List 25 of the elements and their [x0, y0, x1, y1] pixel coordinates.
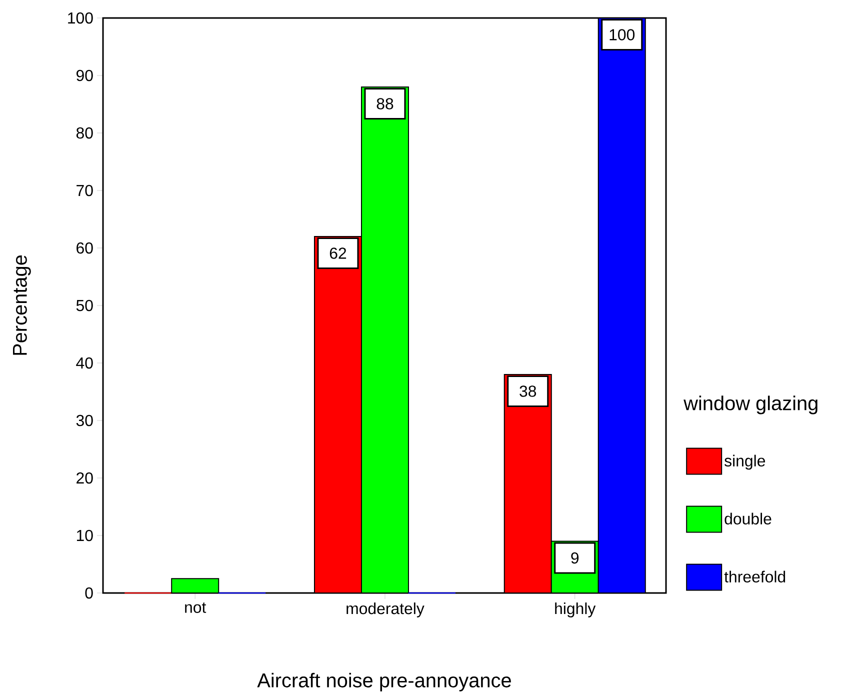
y-tick-label: 40 — [76, 357, 93, 369]
x-axis-title: Aircraft noise pre-annoyance — [257, 672, 511, 692]
y-tick-label: 100 — [68, 12, 93, 24]
legend-label: single — [724, 454, 766, 470]
legend-title: window glazing — [684, 396, 818, 414]
x-tick-label: not — [185, 602, 206, 613]
y-axis-title: Percentage — [13, 255, 31, 355]
y-tick-label: 0 — [85, 587, 93, 599]
x-tick-label: moderately — [346, 602, 424, 618]
y-tick-label: 80 — [76, 127, 93, 139]
y-tick-label: 20 — [76, 472, 93, 484]
y-tick-label: 50 — [76, 300, 93, 312]
data-label: 38 — [520, 386, 536, 397]
legend-label: double — [724, 512, 772, 524]
y-tick-label: 10 — [76, 530, 93, 542]
y-tick-label: 70 — [76, 184, 93, 196]
x-tick-label: highly — [555, 602, 596, 618]
y-tick-label: 30 — [76, 414, 93, 426]
data-label: 88 — [376, 98, 394, 110]
data-label: 100 — [610, 29, 635, 40]
y-tick-label: 90 — [76, 70, 93, 82]
data-label: 62 — [330, 248, 346, 259]
data-label: 9 — [571, 552, 579, 564]
y-tick-label: 60 — [76, 242, 93, 254]
legend-label: threefold — [724, 570, 786, 582]
